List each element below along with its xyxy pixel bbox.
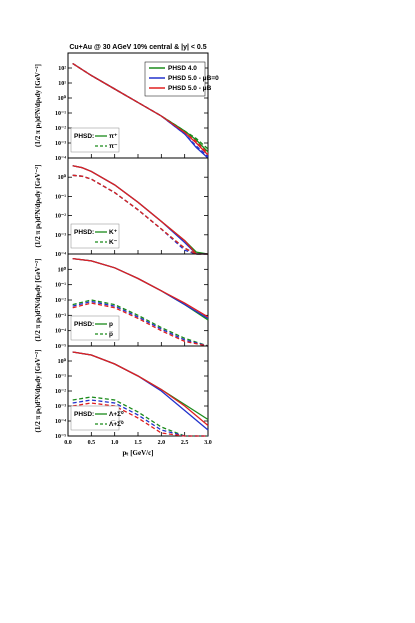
y-tick-label: 10⁻⁴ [55, 156, 66, 162]
model-legend-label: PHSD 4.0 [168, 65, 197, 72]
y-tick-label: 10⁻² [55, 126, 66, 132]
species-label: p [109, 321, 113, 328]
species-label: Λ+Σ⁰ [109, 410, 124, 418]
y-tick-label: 10⁻³ [55, 233, 66, 239]
species-label: Λ̅+Σ̅⁰ [109, 420, 124, 428]
x-tick-label: 1.0 [111, 440, 119, 446]
series-line-solid-2 [72, 257, 209, 318]
x-tick-label: 1.5 [134, 440, 142, 446]
species-label: p̅ [109, 331, 113, 338]
y-tick-label: 10⁰ [58, 266, 67, 273]
phsd-label: PHSD: [74, 411, 94, 418]
y-axis-label: (1/2 π pₜ)d²N/dpₜdy [GeV⁻²] [34, 259, 42, 342]
series-line-dashed-0 [72, 396, 208, 437]
y-tick-label: 10⁻¹ [55, 374, 66, 380]
species-label: K⁺ [109, 229, 118, 236]
x-tick-label: 2.0 [158, 440, 166, 446]
series-line-solid-1 [72, 257, 209, 319]
series-line-dashed-1 [72, 300, 209, 347]
series-line-dashed-2 [72, 302, 209, 347]
series-line-dashed-0 [72, 299, 209, 347]
y-tick-label: 10⁻⁴ [55, 252, 66, 258]
y-axis-label: (1/2 π pₜ)d²N/dpₜdy [GeV⁻²] [34, 350, 42, 433]
y-tick-label: 10⁻³ [55, 313, 66, 319]
y-tick-label: 10⁻³ [55, 141, 66, 147]
species-legend-box [70, 127, 120, 153]
y-tick-label: 10⁻¹ [55, 194, 66, 200]
y-tick-label: 10⁻⁵ [55, 434, 66, 440]
x-axis-label: pₜ [GeV/c] [122, 449, 153, 457]
y-tick-label: 10⁻² [55, 214, 66, 220]
panel-3: 10⁰ 10⁻¹ 10⁻² 10⁻³ 10⁻⁴ 10⁻⁵ (1/2 π pₜ)d²N/dpₜ… [34, 253, 209, 350]
y-tick-label: 10⁰ [58, 174, 67, 181]
y-axis-label: (1/2 π pₜ)d²N/dpₜdy [GeV⁻²] [34, 64, 42, 147]
phsd-label: PHSD: [74, 133, 94, 140]
model-legend-label: PHSD 5.0 - μB=0 [168, 75, 219, 82]
y-tick-label: 10⁻¹ [55, 111, 66, 117]
series-line-dashed-2 [72, 174, 208, 255]
panel-4: 10⁰ 10⁻¹ 10⁻² 10⁻³ 10⁻⁴ 10⁻⁵ (1/2 π pₜ)d²N/dpₜ… [34, 345, 209, 440]
y-tick-label: 10⁻¹ [55, 283, 66, 289]
figure-header: Cu+Au @ 30 AGeV 10% central & |y| < 0.5 [69, 44, 206, 51]
y-tick-label: 10² [58, 66, 66, 72]
x-tick-label: 0.5 [88, 440, 96, 446]
series-line-dashed-2 [72, 402, 208, 437]
panel-1: 10² 10¹ 10⁰ 10⁻¹ 10⁻² 10⁻³ 10⁻⁴ (1/2 π pₜ)d²N/d… [34, 52, 209, 162]
panel-2: 10⁰ 10⁻¹ 10⁻² 10⁻³ 10⁻⁴ (1/2 π pₜ)d²N/dpₜdy [… [34, 157, 209, 258]
series-line-solid-2 [72, 165, 208, 255]
series-line-solid-2 [72, 351, 209, 426]
y-tick-label: 10⁰ [58, 95, 67, 102]
species-label: π⁻ [109, 143, 118, 150]
y-axis-label: (1/2 π pₜ)d²N/dpₜdy [GeV⁻²] [34, 165, 42, 248]
species-legend-box [70, 223, 120, 249]
x-tick-label: 0.0 [64, 440, 72, 446]
model-legend-label: PHSD 5.0 - μB [168, 85, 212, 92]
phsd-label: PHSD: [74, 321, 94, 328]
y-tick-label: 10⁻³ [55, 404, 66, 410]
species-legend-box [70, 315, 120, 341]
x-tick-label: 2.5 [181, 440, 189, 446]
y-tick-label: 10⁻⁵ [55, 344, 66, 350]
species-legend-box [70, 405, 120, 431]
y-tick-label: 10⁻² [55, 298, 66, 304]
y-tick-label: 10⁰ [58, 358, 67, 365]
y-tick-label: 10⁻⁴ [55, 419, 66, 425]
model-legend: PHSD 4.0 PHSD 5.0 - μB=0 PHSD 5.0 - μB [144, 61, 219, 97]
series-line-dashed-2 [72, 62, 209, 154]
species-label: π⁺ [109, 133, 118, 140]
y-tick-label: 10⁻⁴ [55, 329, 66, 335]
y-tick-label: 10⁻² [55, 389, 66, 395]
species-label: K⁻ [109, 239, 118, 246]
y-tick-label: 10¹ [58, 81, 66, 87]
phsd-label: PHSD: [74, 229, 94, 236]
series-line-solid-0 [72, 257, 209, 321]
x-tick-label: 3.0 [204, 440, 212, 446]
